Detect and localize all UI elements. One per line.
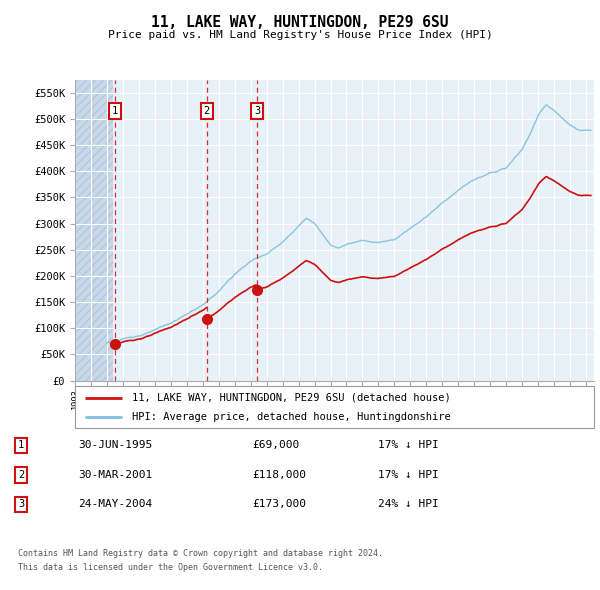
Text: This data is licensed under the Open Government Licence v3.0.: This data is licensed under the Open Gov… (18, 563, 323, 572)
Text: 1: 1 (18, 441, 24, 450)
Bar (113, 80, 594, 381)
Text: 3: 3 (254, 106, 260, 116)
Text: 30-MAR-2001: 30-MAR-2001 (78, 470, 152, 480)
Text: 2: 2 (18, 470, 24, 480)
Text: 3: 3 (18, 500, 24, 509)
Text: 1: 1 (112, 106, 118, 116)
Text: 11, LAKE WAY, HUNTINGDON, PE29 6SU: 11, LAKE WAY, HUNTINGDON, PE29 6SU (151, 15, 449, 30)
Text: 30-JUN-1995: 30-JUN-1995 (78, 441, 152, 450)
Text: £173,000: £173,000 (252, 500, 306, 509)
Text: 11, LAKE WAY, HUNTINGDON, PE29 6SU (detached house): 11, LAKE WAY, HUNTINGDON, PE29 6SU (deta… (132, 392, 451, 402)
Text: £118,000: £118,000 (252, 470, 306, 480)
Text: 24-MAY-2004: 24-MAY-2004 (78, 500, 152, 509)
Text: 2: 2 (203, 106, 210, 116)
Bar (75, 80, 113, 381)
Text: 17% ↓ HPI: 17% ↓ HPI (378, 470, 439, 480)
Text: HPI: Average price, detached house, Huntingdonshire: HPI: Average price, detached house, Hunt… (132, 412, 451, 422)
Text: 24% ↓ HPI: 24% ↓ HPI (378, 500, 439, 509)
Text: 17% ↓ HPI: 17% ↓ HPI (378, 441, 439, 450)
Text: £69,000: £69,000 (252, 441, 299, 450)
Text: Price paid vs. HM Land Registry's House Price Index (HPI): Price paid vs. HM Land Registry's House … (107, 30, 493, 40)
Text: Contains HM Land Registry data © Crown copyright and database right 2024.: Contains HM Land Registry data © Crown c… (18, 549, 383, 558)
FancyBboxPatch shape (75, 386, 594, 428)
